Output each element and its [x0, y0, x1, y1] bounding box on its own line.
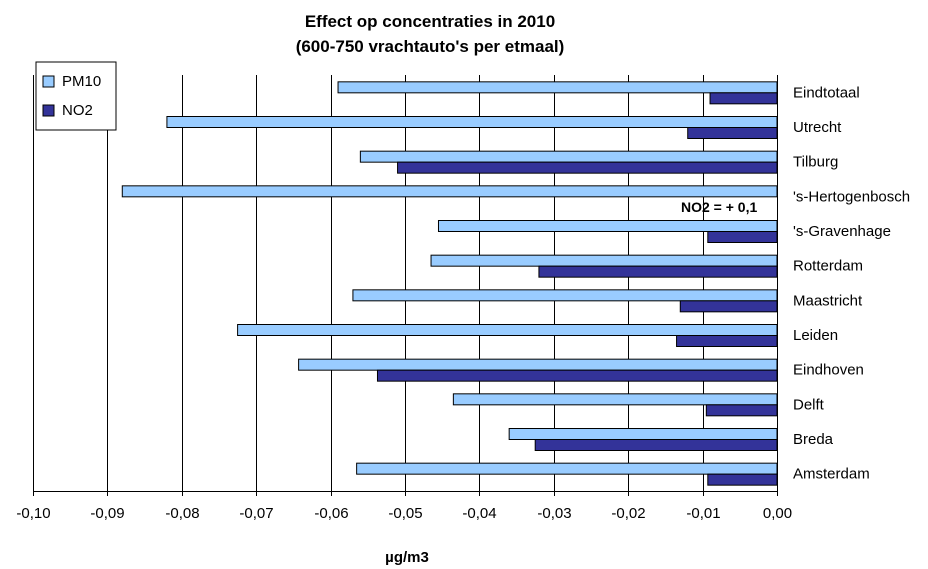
- category-labels: Eindtotaal Utrecht Tilburg 's-Hertogenbosch…: [793, 84, 910, 482]
- annotation-no2: NO2 = + 0,1: [681, 199, 757, 215]
- chart-subtitle: (600-750 vrachtauto's per etmaal): [296, 37, 565, 56]
- gridlines: [33, 75, 778, 491]
- x-tick-label: -0,04: [462, 505, 496, 522]
- bar-pm10-4: [437, 220, 778, 232]
- legend-box: [35, 61, 117, 131]
- category-label: 's-Hertogenbosch: [793, 188, 910, 205]
- category-label: Maastricht: [793, 292, 863, 309]
- category-label: Tilburg: [793, 154, 838, 171]
- x-tick-label: -0,10: [16, 505, 50, 522]
- x-tick-label: -0,02: [611, 505, 645, 522]
- category-label: Utrecht: [793, 119, 842, 136]
- category-label: Delft: [793, 396, 825, 413]
- bar-pm10-0: [337, 81, 778, 94]
- x-tick-label: -0,05: [388, 505, 422, 522]
- bar-pm10-7: [237, 324, 778, 336]
- x-axis: -0,10 -0,09 -0,08 -0,07 -0,06 -0,05 -0,04 -0,03…: [16, 491, 792, 522]
- chart-title: Effect op concentraties in 2010: [305, 12, 555, 31]
- bar-no2-8: [376, 369, 778, 382]
- category-label: Eindhoven: [793, 362, 864, 379]
- bar-no2-9: [705, 404, 778, 417]
- bar-no2-1: [687, 127, 778, 139]
- category-label: Breda: [793, 431, 834, 448]
- bar-pm10-5: [430, 254, 778, 267]
- x-tick-label: -0,01: [686, 505, 720, 522]
- bar-pm10-3: [121, 185, 778, 198]
- legend-label-pm10: PM10: [62, 73, 101, 90]
- bar-pm10-8: [298, 358, 778, 371]
- bar-pm10-11: [356, 462, 778, 475]
- bar-no2-10: [534, 439, 778, 451]
- x-tick-label: -0,08: [165, 505, 199, 522]
- bar-pm10-10: [508, 428, 778, 440]
- legend: PM10 NO2: [35, 61, 117, 131]
- bar-no2-5: [538, 265, 778, 278]
- bar-no2-0: [709, 92, 778, 105]
- bar-no2-4: [707, 231, 778, 243]
- legend-label-no2: NO2: [62, 102, 93, 119]
- x-tick-label: -0,03: [537, 505, 571, 522]
- legend-swatch-no2: [42, 104, 55, 117]
- bar-no2-11: [707, 473, 778, 486]
- x-axis-label: µg/m3: [385, 549, 429, 566]
- bar-pm10-2: [359, 150, 778, 163]
- bar-no2-2: [397, 161, 778, 174]
- bar-pm10-9: [452, 393, 778, 406]
- legend-swatch-pm10: [42, 75, 55, 88]
- x-tick-label: 0,00: [763, 505, 792, 522]
- x-tick-label: -0,07: [239, 505, 273, 522]
- category-label: Leiden: [793, 327, 838, 344]
- bar-pm10-1: [166, 116, 778, 128]
- category-label: 's-Gravenhage: [793, 223, 891, 240]
- category-label: Rotterdam: [793, 258, 863, 275]
- bar-no2-7: [676, 335, 778, 347]
- bar-no2-6: [679, 300, 778, 313]
- category-label: Amsterdam: [793, 466, 870, 483]
- x-tick-label: -0,09: [90, 505, 124, 522]
- bars: [121, 81, 778, 486]
- x-tick-label: -0,06: [314, 505, 348, 522]
- bar-pm10-6: [352, 289, 778, 302]
- category-label: Eindtotaal: [793, 84, 860, 101]
